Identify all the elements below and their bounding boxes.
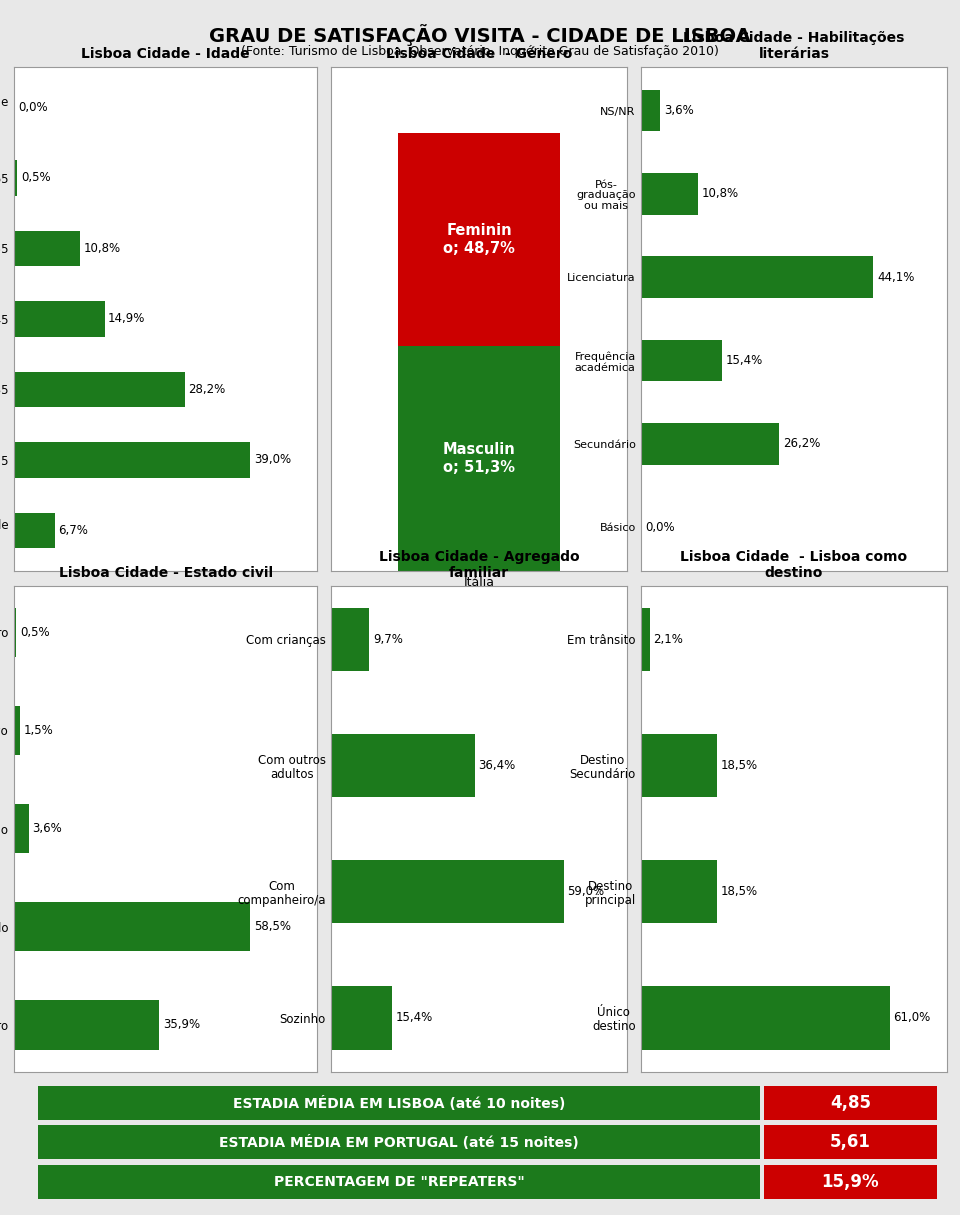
Bar [641, 340, 722, 382]
Bar [641, 608, 650, 671]
Text: 15,4%: 15,4% [726, 354, 763, 367]
Text: GRAU DE SATISFAÇÃO VISITA - CIDADE DE LISBOA: GRAU DE SATISFAÇÃO VISITA - CIDADE DE LI… [209, 24, 751, 46]
Text: ESTADIA MÉDIA EM PORTUGAL (até 15 noites): ESTADIA MÉDIA EM PORTUGAL (até 15 noites… [219, 1135, 579, 1149]
Bar [641, 423, 780, 465]
Text: 0,5%: 0,5% [20, 626, 50, 639]
Text: 18,5%: 18,5% [720, 886, 757, 898]
Text: 44,1%: 44,1% [877, 271, 915, 284]
Bar [641, 734, 716, 797]
Title: Lisboa Cidade - Idade: Lisboa Cidade - Idade [82, 47, 250, 62]
Bar [641, 987, 890, 1050]
Text: 4,85: 4,85 [830, 1095, 871, 1112]
Bar [14, 231, 80, 266]
Text: 6,7%: 6,7% [59, 524, 88, 537]
Text: 61,0%: 61,0% [893, 1011, 930, 1024]
Text: 18,5%: 18,5% [720, 759, 757, 772]
Text: 36,4%: 36,4% [478, 759, 516, 772]
Text: ESTADIA MÉDIA EM LISBOA (até 10 noites): ESTADIA MÉDIA EM LISBOA (até 10 noites) [233, 1096, 565, 1111]
Bar [14, 301, 105, 337]
Text: 59,0%: 59,0% [567, 886, 605, 898]
Text: 2,1%: 2,1% [654, 633, 684, 646]
Text: 10,8%: 10,8% [84, 242, 120, 255]
Bar [331, 987, 392, 1050]
Text: 28,2%: 28,2% [188, 383, 226, 396]
Bar [14, 513, 55, 548]
Bar [14, 1000, 159, 1050]
Text: PERCENTAGEM DE "REPEATERS": PERCENTAGEM DE "REPEATERS" [274, 1175, 524, 1189]
Text: 1,5%: 1,5% [24, 724, 54, 738]
Text: 0,0%: 0,0% [18, 101, 48, 114]
Text: 0,5%: 0,5% [21, 171, 51, 185]
Bar [397, 132, 561, 346]
Bar [331, 860, 564, 923]
Text: 10,8%: 10,8% [702, 187, 739, 200]
Text: 14,9%: 14,9% [108, 312, 146, 326]
Text: 39,0%: 39,0% [253, 453, 291, 467]
Bar [14, 372, 185, 407]
Text: Masculin
o; 51,3%: Masculin o; 51,3% [443, 442, 516, 475]
Text: 58,5%: 58,5% [253, 920, 291, 933]
Text: 0,0%: 0,0% [645, 521, 675, 533]
Text: 3,6%: 3,6% [33, 823, 62, 835]
Bar [14, 608, 16, 657]
Text: 26,2%: 26,2% [782, 437, 820, 451]
Bar [14, 442, 251, 477]
Text: 3,6%: 3,6% [664, 104, 694, 117]
Bar [14, 706, 20, 755]
Title: Lisboa Cidade - Estado civil: Lisboa Cidade - Estado civil [59, 566, 273, 581]
Title: Lisboa Cidade - Habilitações
literárias: Lisboa Cidade - Habilitações literárias [684, 32, 904, 62]
Bar [641, 860, 716, 923]
Text: 5,61: 5,61 [830, 1134, 871, 1151]
Bar [14, 160, 17, 196]
Title: Lisboa Cidade  - Género: Lisboa Cidade - Género [386, 47, 572, 62]
Bar [14, 804, 29, 853]
Text: 15,4%: 15,4% [396, 1011, 433, 1024]
Text: 15,9%: 15,9% [822, 1174, 879, 1191]
Bar [641, 256, 874, 298]
Title: Lisboa Cidade  - Lisboa como
destino: Lisboa Cidade - Lisboa como destino [681, 550, 907, 581]
Bar [397, 346, 561, 571]
Bar [331, 734, 474, 797]
Text: 9,7%: 9,7% [373, 633, 403, 646]
Bar [14, 903, 251, 951]
Text: (Fonte: Turismo de Lisboa, Observatório, Inquérito Grau de Satisfação 2010): (Fonte: Turismo de Lisboa, Observatório,… [241, 45, 719, 58]
Bar [331, 608, 370, 671]
Text: Feminin
o; 48,7%: Feminin o; 48,7% [444, 224, 515, 255]
Title: Lisboa Cidade - Agregado
familiar: Lisboa Cidade - Agregado familiar [379, 550, 579, 581]
Bar [641, 173, 698, 215]
Bar [641, 90, 660, 131]
Text: 35,9%: 35,9% [163, 1018, 200, 1032]
